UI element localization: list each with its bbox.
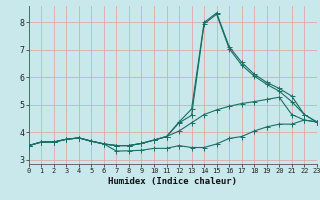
X-axis label: Humidex (Indice chaleur): Humidex (Indice chaleur) xyxy=(108,177,237,186)
